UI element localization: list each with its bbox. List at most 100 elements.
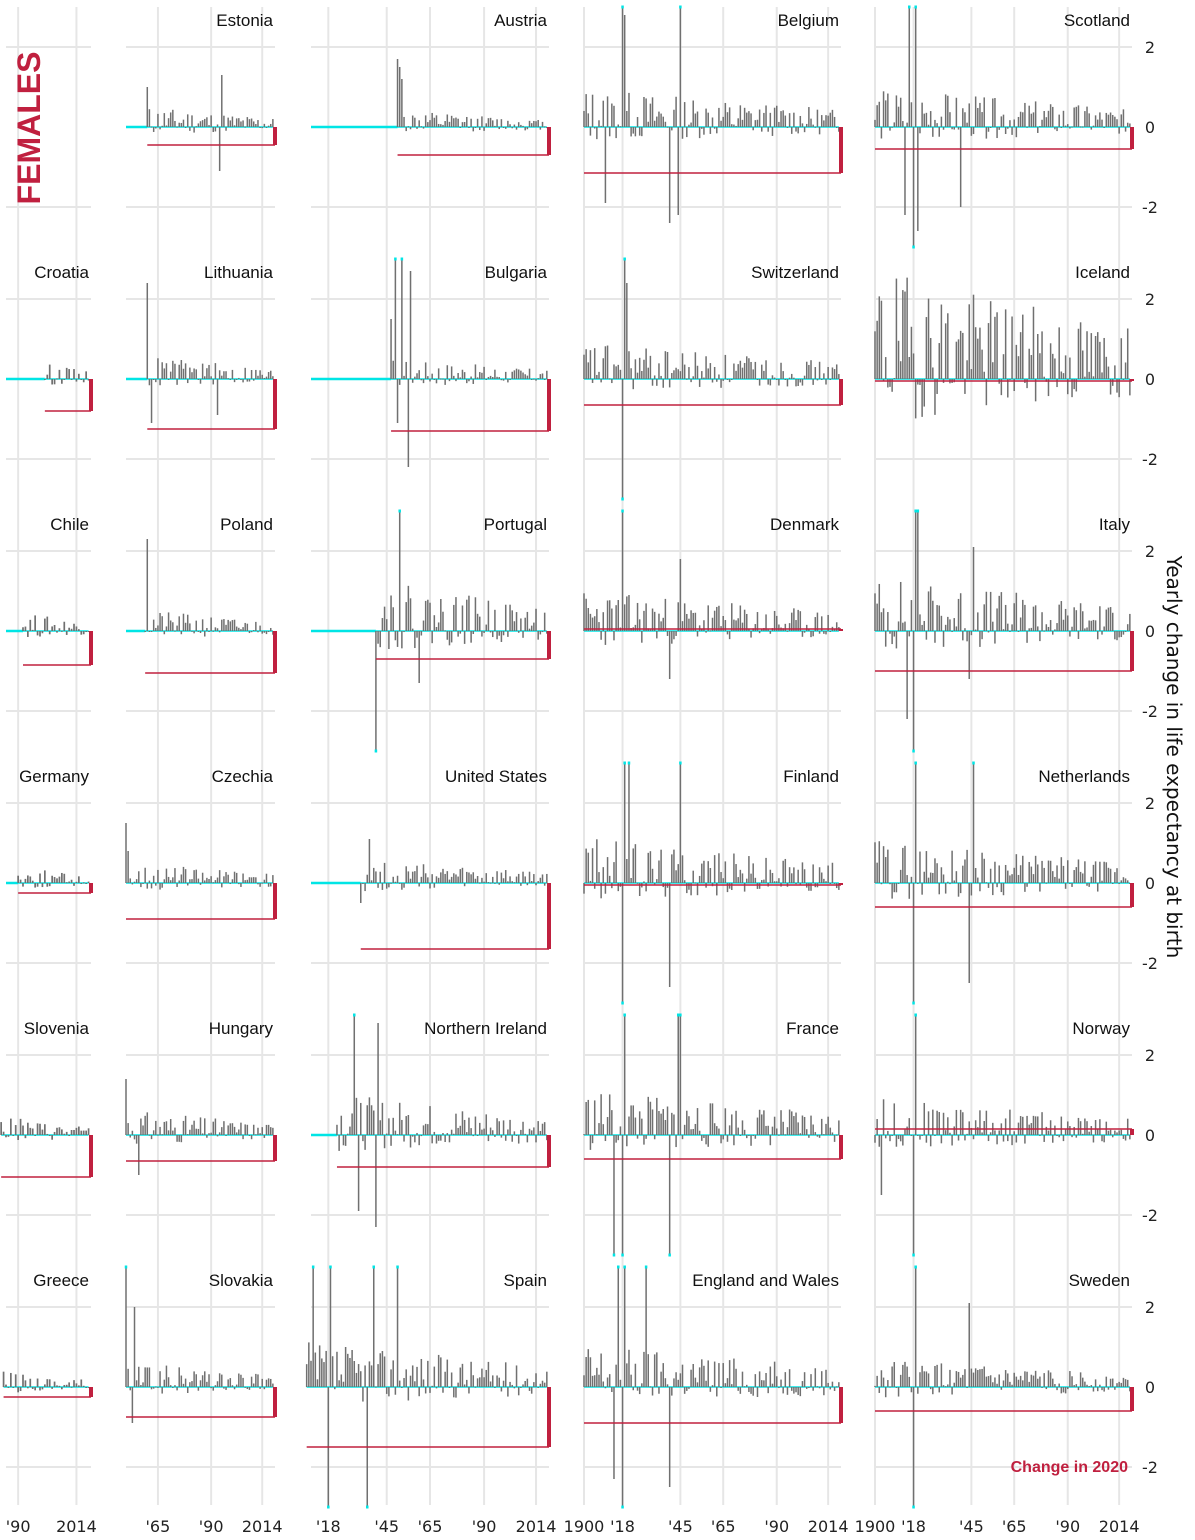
bar bbox=[671, 127, 673, 131]
bar bbox=[485, 1114, 488, 1135]
bar bbox=[983, 1366, 985, 1387]
y-tick-label: 0 bbox=[1145, 118, 1155, 137]
bar bbox=[491, 876, 494, 883]
change-2020-bar bbox=[273, 379, 277, 429]
bar bbox=[41, 1129, 44, 1135]
bar bbox=[974, 96, 977, 127]
bar bbox=[917, 883, 919, 884]
bar bbox=[949, 1132, 951, 1135]
bar bbox=[10, 1118, 12, 1135]
bar bbox=[746, 356, 748, 379]
panel-title: Spain bbox=[504, 1271, 547, 1290]
bar bbox=[673, 631, 675, 640]
panel-croatia: Croatia bbox=[6, 263, 93, 412]
bar bbox=[483, 1128, 485, 1135]
bar bbox=[1011, 1384, 1013, 1387]
bar bbox=[726, 1378, 729, 1387]
bar bbox=[152, 875, 155, 883]
bar bbox=[591, 1375, 594, 1387]
bar bbox=[1092, 619, 1095, 631]
bar bbox=[470, 1361, 472, 1387]
bar bbox=[683, 603, 686, 631]
bar bbox=[246, 379, 249, 382]
bar bbox=[705, 631, 707, 633]
bar bbox=[259, 883, 261, 887]
clipped-marker bbox=[374, 749, 378, 753]
bar bbox=[250, 631, 253, 633]
bar bbox=[735, 1368, 737, 1387]
bar bbox=[459, 127, 462, 128]
bar bbox=[1084, 376, 1086, 379]
bar bbox=[543, 612, 546, 631]
bar bbox=[61, 1387, 63, 1390]
bar bbox=[820, 872, 823, 883]
bar bbox=[979, 327, 981, 379]
bar bbox=[225, 1387, 227, 1390]
bar bbox=[587, 852, 590, 883]
bar bbox=[483, 1377, 485, 1387]
bar bbox=[831, 109, 834, 127]
bar bbox=[528, 628, 531, 631]
bar bbox=[919, 1372, 921, 1387]
bar bbox=[165, 125, 168, 127]
bar bbox=[666, 351, 669, 379]
change-2020-bar bbox=[89, 631, 93, 665]
bar bbox=[910, 326, 913, 379]
bar bbox=[1043, 630, 1045, 632]
bar bbox=[651, 379, 654, 386]
bar bbox=[938, 343, 940, 379]
bar bbox=[662, 617, 664, 631]
bar bbox=[401, 883, 403, 890]
bar bbox=[606, 600, 609, 631]
bar bbox=[411, 628, 414, 631]
bar bbox=[184, 1378, 187, 1387]
bar bbox=[1007, 1135, 1009, 1142]
bar bbox=[129, 1387, 132, 1391]
bar bbox=[825, 631, 827, 635]
bar bbox=[244, 1386, 246, 1388]
bar bbox=[589, 1357, 592, 1387]
bar bbox=[942, 1112, 945, 1135]
bar bbox=[537, 1121, 539, 1135]
bar bbox=[604, 346, 607, 379]
bar bbox=[974, 868, 977, 883]
bar bbox=[174, 363, 176, 379]
bar bbox=[750, 1387, 752, 1394]
bar bbox=[589, 613, 592, 631]
bar bbox=[823, 120, 825, 127]
bar bbox=[968, 1121, 970, 1135]
bar bbox=[466, 1379, 468, 1387]
bar bbox=[481, 631, 483, 637]
bar bbox=[157, 113, 159, 127]
bar bbox=[1049, 860, 1052, 883]
bar bbox=[167, 1377, 170, 1387]
x-tick-label: '65 bbox=[1002, 1517, 1027, 1536]
bar bbox=[1032, 306, 1035, 379]
x-tick-label: '90 bbox=[6, 1517, 31, 1536]
bar bbox=[1047, 110, 1050, 127]
bar bbox=[739, 605, 742, 631]
bar bbox=[1088, 371, 1090, 379]
bar bbox=[904, 127, 906, 215]
panel-title: Greece bbox=[33, 1271, 89, 1290]
bar bbox=[985, 591, 988, 631]
bar bbox=[1116, 1132, 1118, 1135]
bar bbox=[12, 1387, 15, 1388]
bar bbox=[959, 1377, 962, 1387]
bar bbox=[617, 364, 620, 379]
bar bbox=[476, 377, 479, 379]
bar bbox=[155, 883, 157, 886]
bar bbox=[731, 1114, 733, 1135]
bar bbox=[435, 379, 438, 384]
bar bbox=[979, 631, 981, 647]
bar bbox=[833, 369, 836, 379]
bar bbox=[416, 127, 418, 129]
bar bbox=[707, 1360, 709, 1387]
bar bbox=[778, 379, 780, 386]
bar bbox=[216, 877, 219, 883]
bar bbox=[831, 1132, 834, 1135]
bar bbox=[201, 872, 204, 883]
bar bbox=[70, 1130, 73, 1135]
bar bbox=[252, 379, 255, 381]
bar bbox=[831, 1381, 834, 1387]
